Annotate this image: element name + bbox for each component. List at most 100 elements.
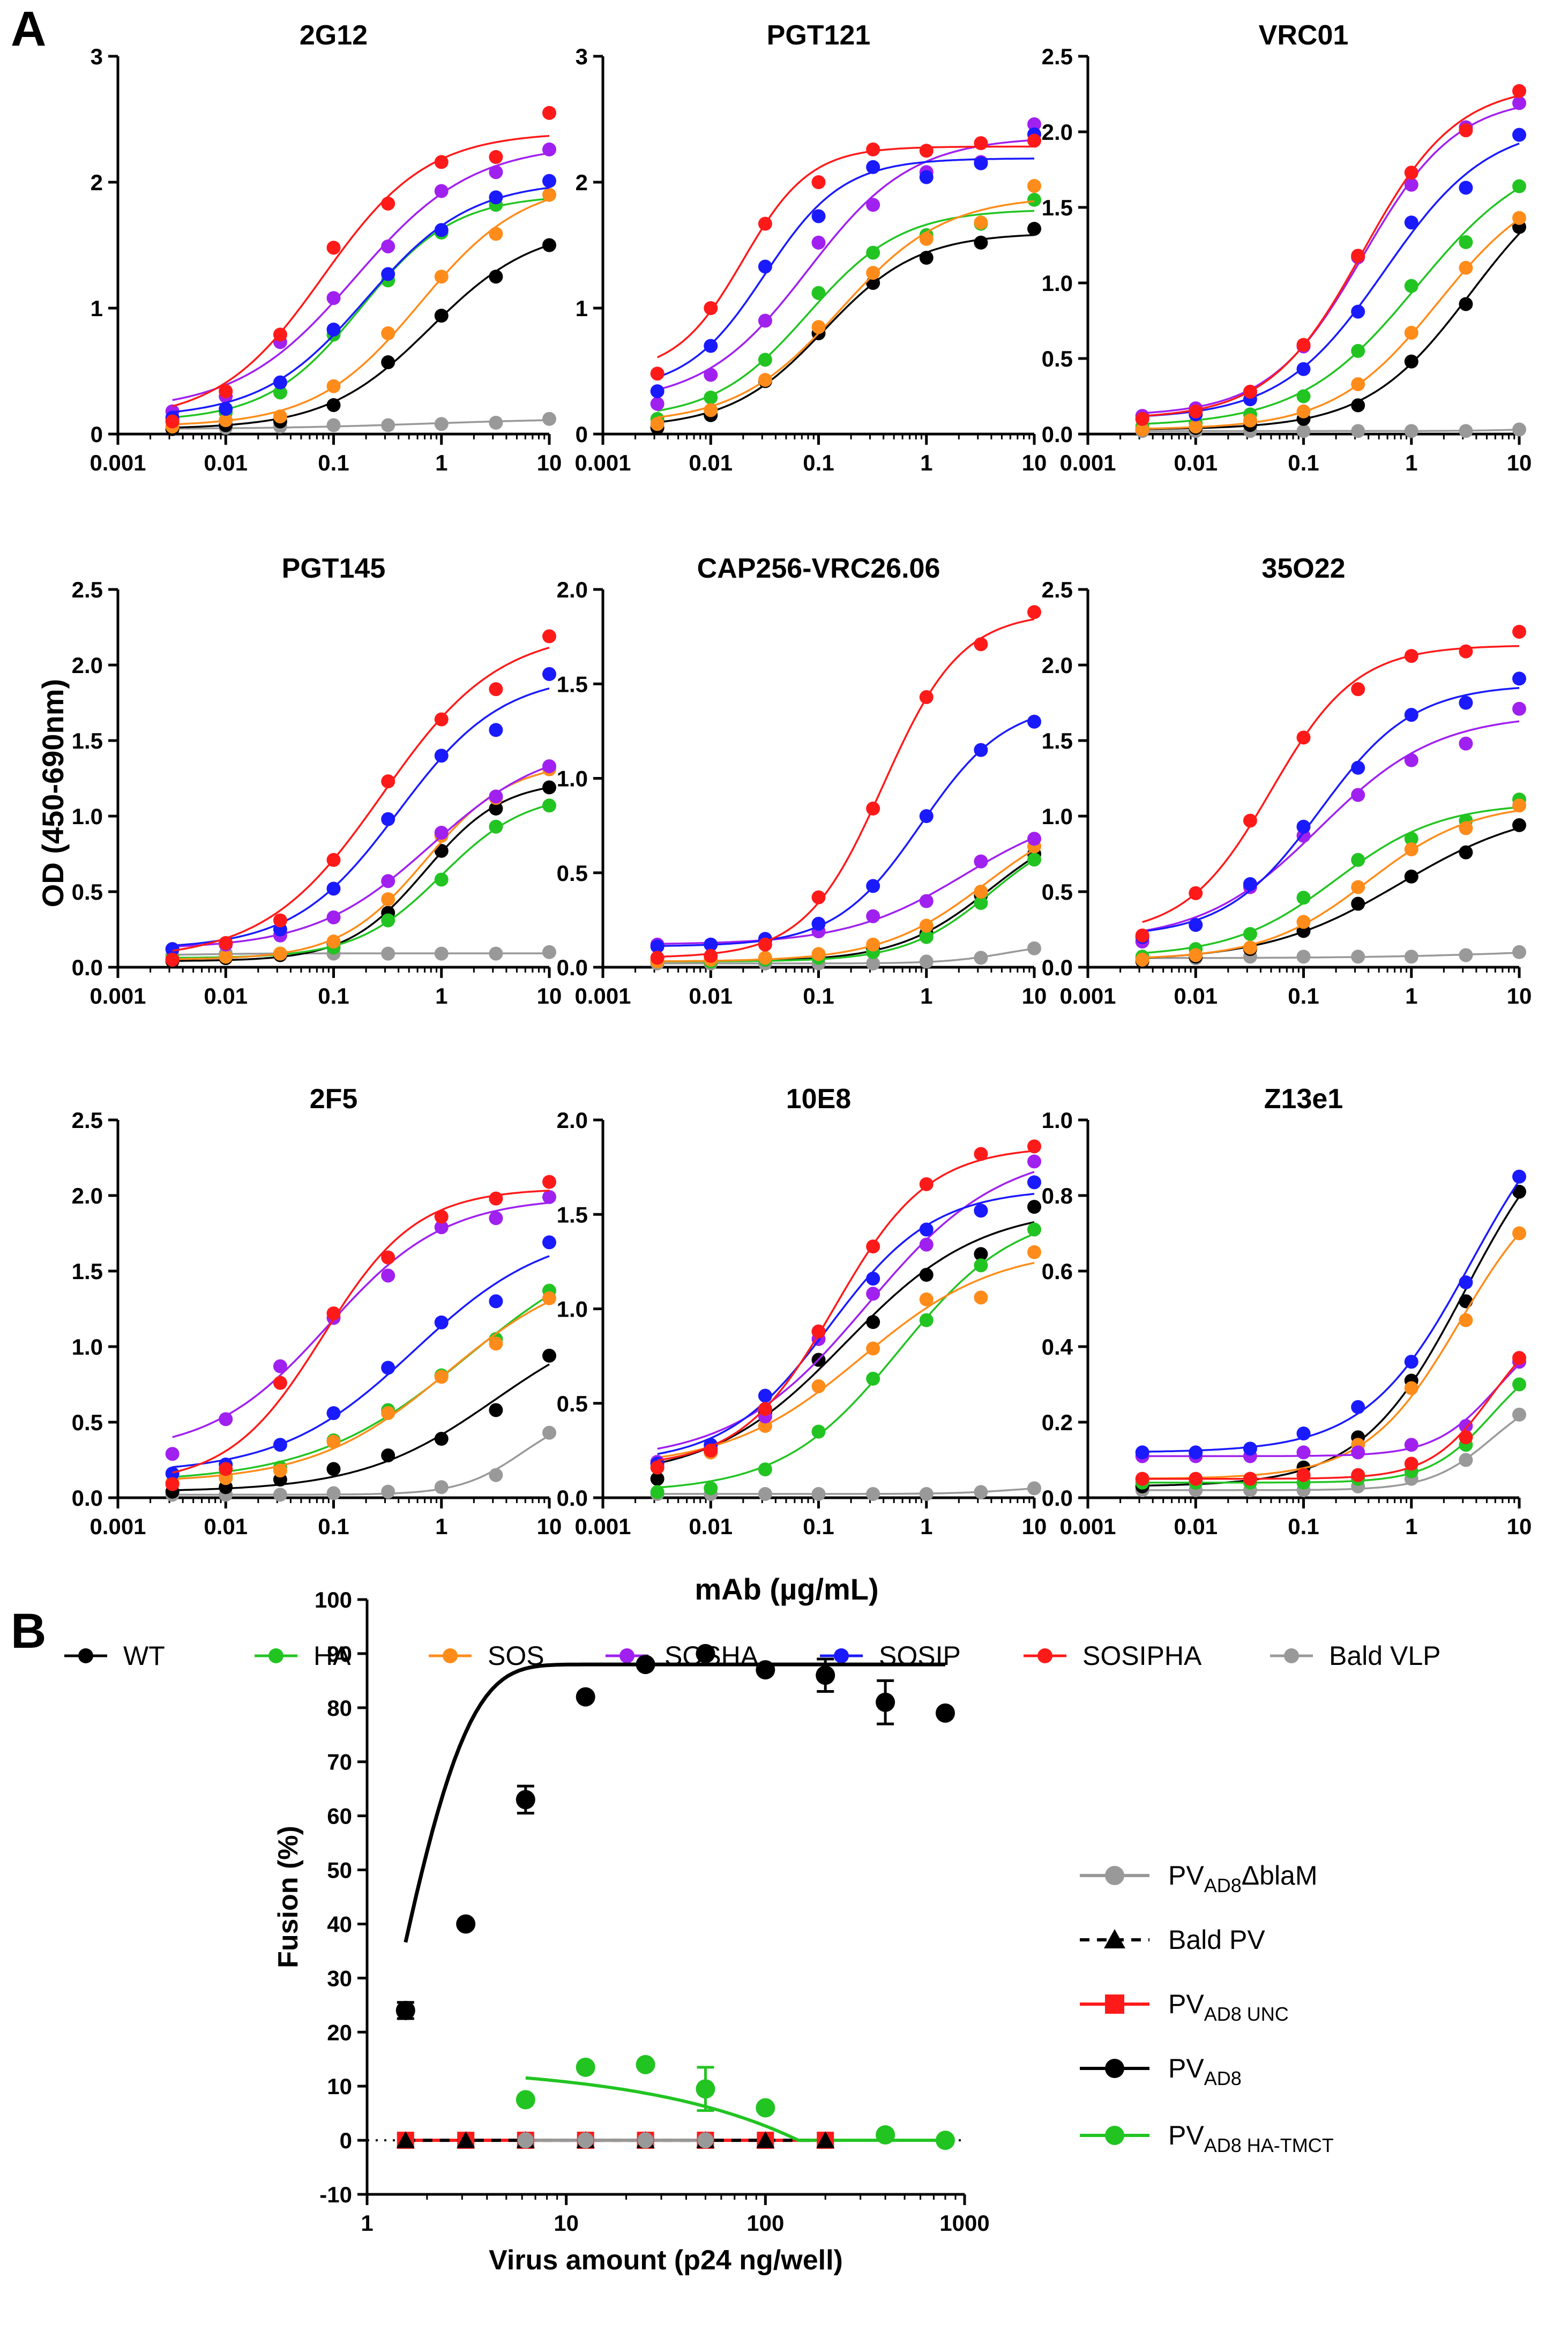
x-tick-label: 0.001 [89,450,146,475]
fit-curve-sosipha [172,135,550,407]
point-bald-vlp [381,1484,395,1499]
point-ha [866,1371,880,1386]
y-tick-label: 90 [327,1641,352,1667]
legend-marker [1105,2126,1124,2145]
point-sos [1135,422,1149,437]
point-sosip [1296,819,1311,834]
point-sosip [1351,304,1365,319]
point-bald-pv [396,2131,415,2148]
y-tick-label: 0.0 [72,1485,103,1511]
point-wt [866,1315,880,1329]
fit-curve-sos [172,1301,550,1480]
legend-label: Bald VLP [1329,1641,1440,1671]
fit-curve-wt [1142,1196,1520,1487]
point-sosipha [758,1402,772,1416]
fit-curve-sosip [1142,1180,1520,1453]
y-tick-label: 1.0 [72,804,103,829]
point-sosipha [165,1477,180,1491]
legend-item-ha: HA [255,1641,351,1671]
point-wt [434,309,449,323]
fit-curve-sosip [172,1255,550,1468]
point-pvad8-deltablam [577,2132,594,2149]
point-sosip [650,384,664,399]
x-tick-label: 1 [435,983,447,1008]
point-sos [758,951,772,965]
x-tick-label: 1 [361,2210,373,2236]
point-wt [1404,869,1418,884]
point-sosip [1243,877,1257,891]
point-bald-vlp [1296,950,1311,964]
point-sosipha [542,1175,556,1189]
point-sosipha [866,142,880,156]
point-sos [1135,952,1149,967]
fit-curve-wt [172,786,550,962]
point-pvad8 [516,1790,535,1810]
point-sos [1512,1226,1526,1241]
point-bald-vlp [489,1468,503,1482]
point-sosip [1404,708,1418,722]
point-ha [704,390,718,405]
x-tick-label: 0.01 [204,450,248,475]
point-sosipha [489,1191,503,1206]
point-ha [758,1462,772,1477]
point-sosipha [811,890,826,905]
legend-label-main: PV [1168,1861,1204,1891]
point-sosipha [1243,385,1257,399]
point-sosipha [165,414,180,429]
point-bald-vlp [489,946,503,961]
point-sosip [866,879,880,893]
chart-title: VRC01 [1259,20,1349,51]
point-sos [1296,404,1311,419]
fit-curve-sosipha [172,646,550,952]
point-sosip [489,1294,503,1309]
point-sosip [1351,760,1365,775]
point-sos [758,372,772,387]
point-sosip [381,812,395,826]
point-sos [1459,821,1473,835]
y-tick-label: 1.0 [1042,271,1073,296]
legend-marker [443,1648,458,1663]
y-tick-label: 1.0 [1042,804,1073,829]
chart-title: CAP256-VRC26.06 [697,553,940,584]
point-bald-vlp [1459,1453,1473,1467]
fit-curve-sosipha [1142,1359,1520,1480]
point-sosipha [650,951,664,965]
point-sosha [974,854,988,869]
x-tick-label: 10 [537,983,562,1008]
x-tick-label: 10 [537,450,562,475]
point-wt [650,1471,664,1486]
point-ha [1027,192,1041,207]
legend-label: PVAD8 UNC [1168,1989,1289,2025]
point-sosha [919,894,934,908]
point-sosha [704,368,718,382]
point-sosip [866,160,880,174]
point-sos [974,215,988,230]
y-tick-label: 0.5 [557,1391,588,1416]
point-sosip [542,1235,556,1250]
point-ha [1351,343,1365,358]
point-bald-vlp [489,415,503,430]
y-tick-label: 2.5 [72,1108,103,1133]
x-tick-label: 10 [1507,450,1532,475]
point-sosha [1027,832,1041,846]
fit-curve-sos [657,848,1035,962]
point-sos [1351,880,1365,894]
chart-title: Z13e1 [1264,1084,1343,1115]
fit-curve-sosha [657,836,1035,945]
point-bald-vlp [434,946,449,961]
point-sosipha [273,913,287,928]
fit-curve-sosipha [172,1190,550,1474]
y-tick-label: 1.5 [557,1202,588,1227]
y-tick-label: 2.5 [1042,44,1073,69]
legend-marker [1284,1648,1299,1663]
point-sosip [489,723,503,737]
legend-item-b-2: PVAD8 UNC [1080,1989,1289,2025]
point-sos [273,946,287,961]
point-ha [1459,235,1473,249]
point-sosip [542,667,556,681]
point-sosipha [434,155,449,169]
point-bald-vlp [1512,422,1526,437]
point-sosipha [434,712,449,727]
point-sosip [1135,1445,1149,1460]
point-sos [489,227,503,241]
